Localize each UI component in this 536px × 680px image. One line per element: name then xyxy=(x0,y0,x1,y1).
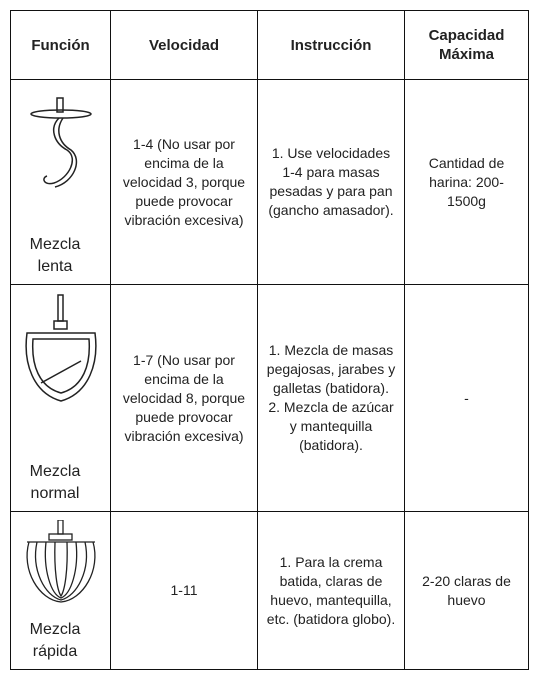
header-row: Función Velocidad Instrucción Capacidad … xyxy=(10,10,529,80)
cell: 1. Mezcla de masas pegajosas, jarabes y … xyxy=(257,284,405,512)
header-cell: Velocidad xyxy=(110,10,258,80)
cell: 1. Use velocidades 1-4 para masas pesada… xyxy=(257,79,405,285)
cell: 1-4 (No usar por encima de la velocidad … xyxy=(110,79,258,285)
flat-beater-icon xyxy=(25,294,97,402)
cell: 1-7 (No usar por encima de la velocidad … xyxy=(110,284,258,512)
header-cell: Función xyxy=(10,10,111,80)
header-cell: Capacidad Máxima xyxy=(404,10,529,80)
function-label: Mezcla rápida xyxy=(29,621,81,660)
cell: Cantidad de harina: 200-1500g xyxy=(404,79,529,285)
function-label: Mezcla lenta xyxy=(29,236,81,275)
function-cell: Mezcla normal xyxy=(10,284,111,512)
cell: - xyxy=(404,284,529,512)
whisk-icon xyxy=(26,520,96,603)
cell: 1. Para la crema batida, claras de huevo… xyxy=(257,511,405,670)
row: Mezcla rápida 1-11 1. Para la crema bati… xyxy=(10,511,529,670)
spec-table: Función Velocidad Instrucción Capacidad … xyxy=(10,10,529,670)
cell: 1-11 xyxy=(110,511,258,670)
cell: 2-20 claras de huevo xyxy=(404,511,529,670)
row: Mezcla normal 1-7 (No usar por encima de… xyxy=(10,284,529,512)
row: Mezcla lenta 1-4 (No usar por encima de … xyxy=(10,79,529,285)
header-cell: Instrucción xyxy=(257,10,405,80)
function-cell: Mezcla lenta xyxy=(10,79,111,285)
function-cell: Mezcla rápida xyxy=(10,511,111,670)
function-label: Mezcla normal xyxy=(29,463,81,502)
dough-hook-icon xyxy=(30,97,92,188)
